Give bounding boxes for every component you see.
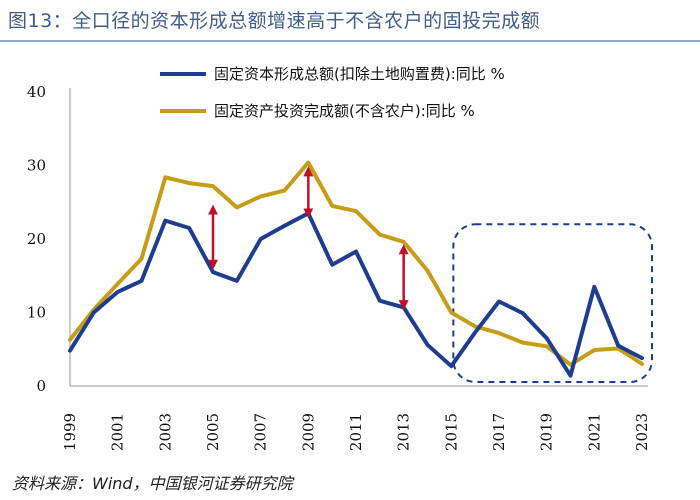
x-tick-label: 2003 <box>156 413 174 451</box>
x-tick-label: 2015 <box>442 413 460 451</box>
x-tick-label: 2021 <box>585 413 603 451</box>
y-tick-label: 20 <box>27 230 46 248</box>
title-divider <box>0 40 700 42</box>
x-tick-label: 2001 <box>109 413 127 451</box>
x-tick-label: 2023 <box>633 413 651 451</box>
x-tick-label: 2011 <box>347 413 365 451</box>
y-tick-label: 0 <box>36 377 46 395</box>
y-tick-label: 30 <box>27 157 46 175</box>
x-tick-label: 2007 <box>252 413 270 451</box>
x-tick-label: 2019 <box>538 413 556 451</box>
x-tick-label: 2009 <box>299 413 317 451</box>
series-line-1 <box>68 211 644 378</box>
chart-title: 图13：全口径的资本形成总额增速高于不含农户的固投完成额 <box>8 10 541 32</box>
x-tick-label: 1999 <box>61 413 79 451</box>
y-tick-label: 10 <box>27 304 46 322</box>
legend-label-series-1: 固定资本形成总额(扣除土地购置费):同比 % <box>214 65 505 83</box>
y-tick-label: 40 <box>27 83 46 101</box>
x-tick-label: 2005 <box>204 413 222 451</box>
source-note: 资料来源：Wind，中国银河证券研究院 <box>12 474 293 493</box>
x-tick-label: 2017 <box>490 413 508 451</box>
legend-label-series-2: 固定资产投资完成额(不含农户):同比 % <box>214 102 475 120</box>
x-tick-label: 2013 <box>395 413 413 451</box>
series-line-2 <box>68 160 644 367</box>
highlight-box <box>452 223 654 383</box>
